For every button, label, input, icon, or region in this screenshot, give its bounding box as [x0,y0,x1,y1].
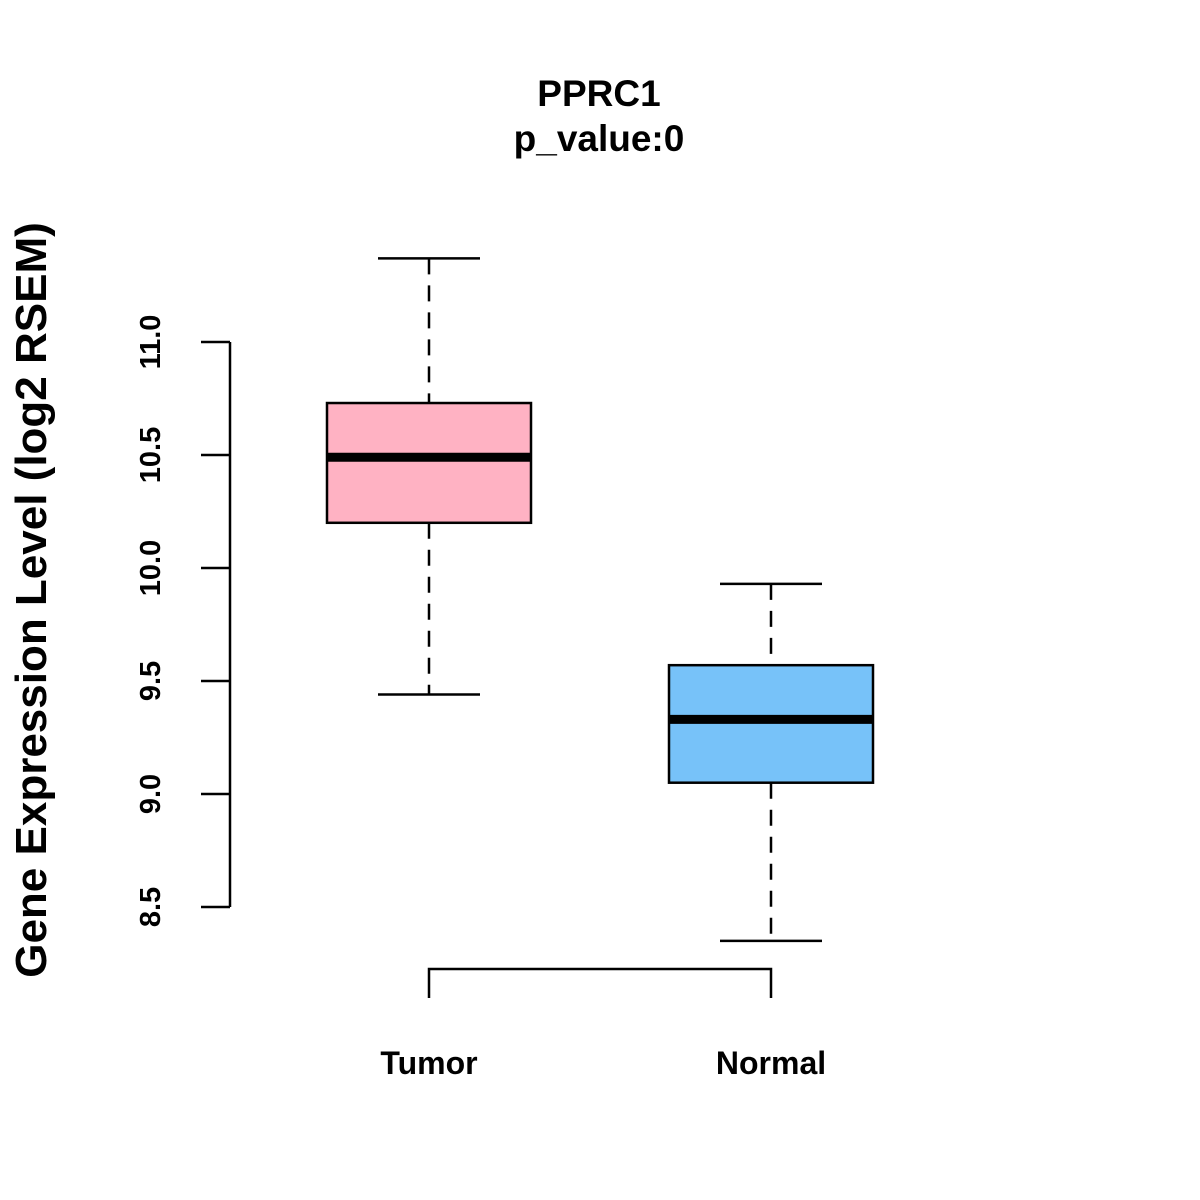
y-tick-label: 8.5 [135,887,167,927]
category-label-tumor: Tumor [380,1045,477,1081]
iqr-box [667,663,875,784]
y-tick-label: 11.0 [135,315,167,370]
iqr-box [325,401,533,525]
x-axis-labels: Tumor Normal [380,1045,826,1081]
category-label-normal: Normal [716,1045,826,1081]
y-tick-label: 9.0 [135,774,167,814]
y-tick-label: 10.0 [135,540,167,596]
y-axis-label: Gene Expression Level (log2 RSEM) [7,222,56,978]
box-tumor [325,257,533,696]
chart-subtitle: p_value:0 [514,118,685,159]
y-tick-label: 9.5 [135,661,167,701]
box-group [325,257,875,943]
y-tick-label: 10.5 [135,427,167,483]
comparison-bracket [427,967,773,998]
box-normal [667,582,875,943]
chart-title: PPRC1 [537,73,660,114]
bracket-line [427,967,773,998]
y-axis: 8.5 9.0 9.5 10.0 10.5 11.0 [135,315,232,927]
